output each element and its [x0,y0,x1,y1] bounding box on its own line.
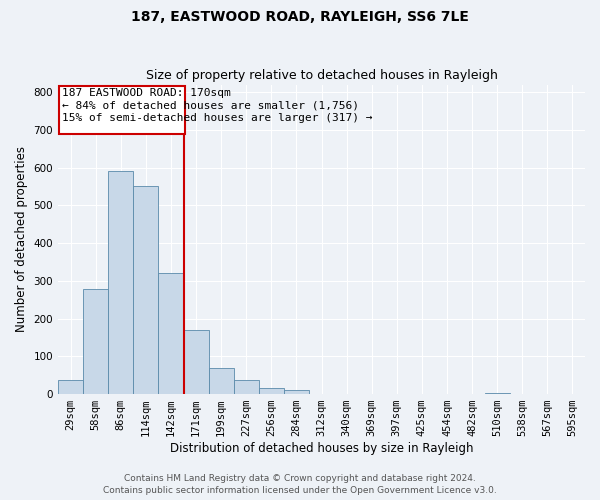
Bar [233,380,259,394]
Bar [158,272,184,394]
Bar [485,393,510,394]
Bar [259,388,284,394]
Text: 187, EASTWOOD ROAD, RAYLEIGH, SS6 7LE: 187, EASTWOOD ROAD, RAYLEIGH, SS6 7LE [131,10,469,24]
X-axis label: Distribution of detached houses by size in Rayleigh: Distribution of detached houses by size … [170,442,473,455]
Bar [184,330,209,394]
Bar [59,86,185,134]
Text: Contains HM Land Registry data © Crown copyright and database right 2024.
Contai: Contains HM Land Registry data © Crown c… [103,474,497,495]
Text: 187 EASTWOOD ROAD: 170sqm
← 84% of detached houses are smaller (1,756)
15% of se: 187 EASTWOOD ROAD: 170sqm ← 84% of detac… [62,88,373,123]
Bar [83,289,108,394]
Bar [108,171,133,394]
Bar [133,186,158,394]
Y-axis label: Number of detached properties: Number of detached properties [15,146,28,332]
Bar [58,380,83,394]
Bar [209,368,233,394]
Bar [284,390,309,394]
Title: Size of property relative to detached houses in Rayleigh: Size of property relative to detached ho… [146,69,497,82]
